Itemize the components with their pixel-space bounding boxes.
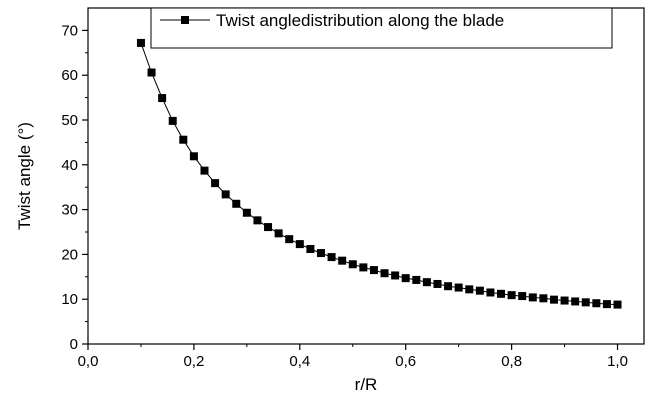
- x-tick-label: 0,6: [395, 353, 416, 370]
- data-point-marker: [539, 294, 548, 303]
- data-point-marker: [486, 288, 495, 297]
- data-point-marker: [497, 289, 506, 298]
- x-axis-ticks: 0,0 0,2 0,4 0,6 0,8 1,0: [78, 344, 628, 370]
- data-point-marker: [475, 286, 484, 295]
- y-tick-label: 0: [70, 336, 78, 353]
- data-point-marker: [147, 68, 156, 77]
- data-point-marker: [221, 190, 230, 199]
- data-point-marker: [412, 275, 421, 284]
- data-point-marker: [189, 152, 198, 161]
- data-point-marker: [433, 279, 442, 288]
- data-point-marker: [560, 296, 569, 305]
- data-point-marker: [295, 240, 304, 249]
- data-point-marker: [179, 135, 188, 144]
- y-tick-label: 60: [61, 67, 78, 84]
- legend: Twist angledistribution along the blade: [150, 7, 613, 49]
- x-tick-label: 0,4: [289, 353, 310, 370]
- x-tick-label: 1,0: [607, 353, 628, 370]
- data-point-marker: [444, 282, 453, 291]
- data-point-marker: [465, 285, 474, 294]
- data-point-marker: [168, 116, 177, 125]
- series-line: [140, 42, 618, 306]
- data-point-marker: [581, 298, 590, 307]
- data-point-marker: [454, 283, 463, 292]
- data-point-marker: [528, 293, 537, 302]
- y-tick-label: 30: [61, 202, 78, 219]
- data-point-marker: [507, 291, 516, 300]
- x-axis-title: r/R: [355, 375, 378, 394]
- data-point-marker: [613, 300, 622, 309]
- data-point-marker: [242, 208, 251, 217]
- data-point-marker: [422, 278, 431, 287]
- data-point-marker: [136, 38, 145, 47]
- data-point-marker: [338, 256, 347, 265]
- data-point-marker: [253, 216, 262, 225]
- data-point-marker: [571, 297, 580, 306]
- data-point-marker: [602, 300, 611, 309]
- y-tick-label: 10: [61, 291, 78, 308]
- legend-marker: [181, 16, 189, 24]
- y-tick-label: 20: [61, 246, 78, 263]
- data-point-marker: [401, 274, 410, 283]
- data-point-marker: [158, 94, 167, 103]
- data-point-marker: [274, 229, 283, 238]
- data-point-marker: [285, 235, 294, 244]
- x-tick-label: 0,2: [183, 353, 204, 370]
- y-axis-title: Twist angle (°): [15, 122, 34, 230]
- data-point-marker: [391, 271, 400, 280]
- data-point-marker: [592, 299, 601, 308]
- plot-area-frame: [87, 7, 645, 345]
- series-group: [136, 38, 622, 309]
- data-point-marker: [369, 266, 378, 275]
- legend-box: [150, 7, 613, 49]
- y-tick-label: 70: [61, 22, 78, 39]
- y-axis-ticks: 0 10 20 30 40 50 60 70: [61, 22, 88, 353]
- data-point-marker: [518, 292, 527, 301]
- data-point-marker: [264, 223, 273, 232]
- data-point-marker: [549, 295, 558, 304]
- data-point-marker: [306, 245, 315, 254]
- data-point-marker: [200, 166, 209, 175]
- x-tick-label: 0,8: [501, 353, 522, 370]
- data-point-marker: [359, 263, 368, 272]
- legend-label: Twist angledistribution along the blade: [216, 11, 504, 30]
- data-point-marker: [232, 199, 241, 208]
- data-point-marker: [380, 269, 389, 278]
- data-point-marker: [327, 253, 336, 262]
- data-point-marker: [348, 260, 357, 269]
- y-tick-label: 50: [61, 112, 78, 129]
- data-point-marker: [211, 179, 220, 188]
- data-point-marker: [316, 249, 325, 258]
- x-tick-label: 0,0: [78, 353, 99, 370]
- y-tick-label: 40: [61, 157, 78, 174]
